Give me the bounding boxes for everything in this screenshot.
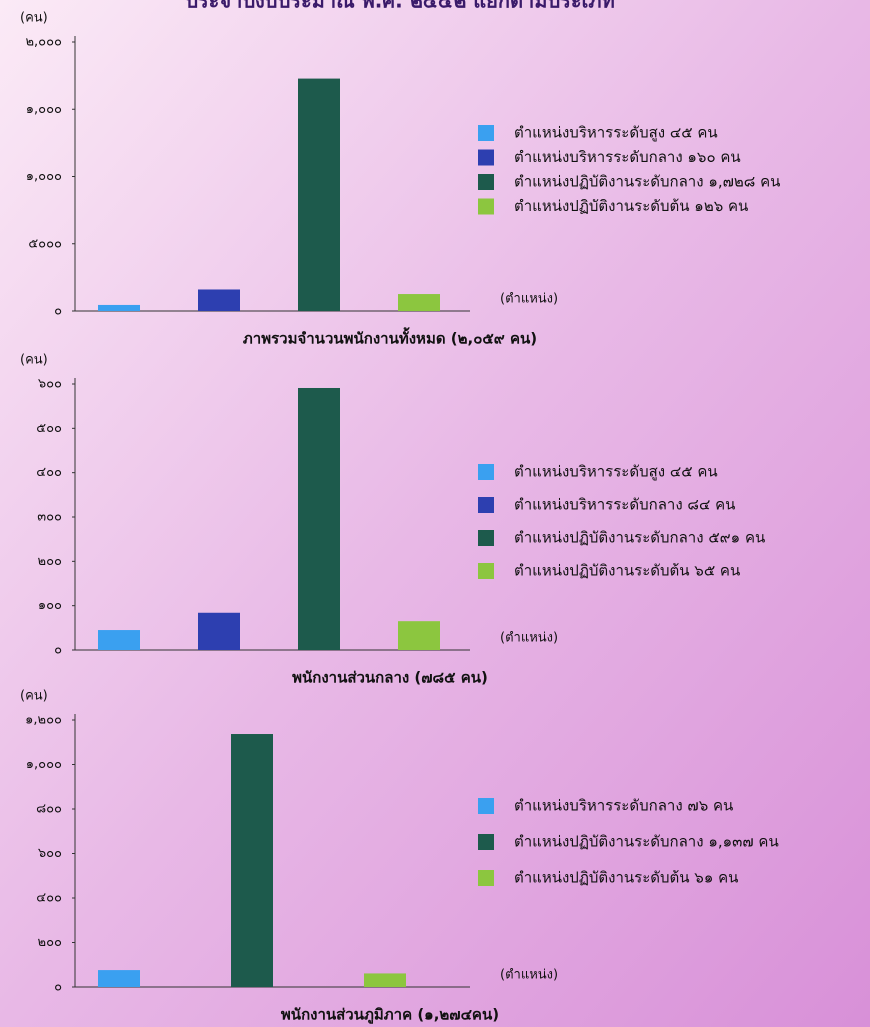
legend-swatch: [478, 125, 494, 141]
y-tick-label: ๓๐๐: [37, 510, 62, 525]
legend-swatch: [478, 870, 494, 886]
legend-swatch: [478, 563, 494, 579]
legend-swatch: [478, 834, 494, 850]
page-title: ประจำปีงบประมาณ พ.ศ. ๒๕๕๒ แยกตามประเภท: [185, 0, 615, 13]
y-tick-label: ๒๐๐: [38, 554, 63, 569]
y-axis-label: (คน): [20, 353, 48, 368]
bar: [231, 734, 273, 987]
bar: [398, 621, 440, 650]
chart-subtitle: ภาพรวมจำนวนพนักงานทั้งหมด (๒,๐๕๙ คน): [243, 327, 537, 348]
legend-swatch: [478, 198, 494, 215]
bar: [298, 78, 340, 311]
y-tick-label: ๕๐๐: [36, 421, 62, 436]
legend-swatch: [478, 174, 494, 190]
legend-label: ตำแหน่งปฏิบัติงานระดับต้น ๑๒๖ คน: [514, 197, 748, 215]
y-tick-label: ๑,๒๐๐: [25, 713, 62, 728]
x-axis-label: (ตำแหน่ง): [500, 292, 558, 307]
legend-swatch: [478, 464, 494, 480]
y-tick-label: ๒๐๐: [38, 935, 63, 950]
y-tick-label: ๑,๐๐๐: [26, 102, 62, 117]
legend-swatch: [478, 798, 494, 814]
y-axis-label: (คน): [20, 11, 48, 26]
legend-label: ตำแหน่งบริหารระดับสูง ๔๕ คน: [514, 463, 718, 481]
legend-swatch: [478, 497, 494, 513]
y-tick-label: ๒,๐๐๐: [25, 35, 62, 50]
legend-swatch: [478, 149, 494, 166]
x-axis-label: (ตำแหน่ง): [500, 631, 558, 646]
y-tick-label: ๔๐๐: [36, 891, 62, 906]
legend-label: ตำแหน่งปฏิบัติงานระดับกลาง ๑,๗๒๘ คน: [514, 173, 780, 191]
bar: [398, 294, 440, 311]
y-tick-label: ๑๐๐: [38, 598, 62, 613]
bar: [298, 387, 340, 650]
y-tick-label: ๔๐๐: [36, 465, 62, 480]
chart-subtitle: พนักงานส่วนภูมิภาค (๑,๒๗๔คน): [281, 1006, 499, 1025]
legend-label: ตำแหน่งบริหารระดับกลาง ๗๖ คน: [514, 797, 733, 815]
legend-label: ตำแหน่งบริหารระดับสูง ๔๕ คน: [514, 124, 718, 142]
bar: [198, 289, 240, 311]
bar: [98, 304, 140, 311]
bar: [364, 973, 406, 987]
y-tick-label: ๖๐๐: [38, 377, 62, 392]
y-axis-label: (คน): [20, 689, 48, 704]
legend-label: ตำแหน่งบริหารระดับกลาง ๘๔ คน: [514, 496, 735, 514]
y-tick-label: ๐: [54, 980, 62, 995]
bar: [98, 630, 140, 650]
bar: [98, 970, 140, 987]
y-tick-label: ๕๐๐๐: [28, 236, 62, 251]
y-tick-label: ๑,๐๐๐: [26, 169, 62, 184]
legend-label: ตำแหน่งปฏิบัติงานระดับต้น ๖๑ คน: [514, 869, 738, 887]
y-tick-label: ๐: [54, 304, 62, 319]
x-axis-label: (ตำแหน่ง): [500, 968, 558, 983]
y-tick-label: ๑,๐๐๐: [26, 757, 62, 772]
bar: [198, 612, 240, 650]
chart-subtitle: พนักงานส่วนกลาง (๗๘๕ คน): [292, 669, 488, 687]
legend-label: ตำแหน่งปฏิบัติงานระดับกลาง ๕๙๑ คน: [514, 529, 765, 547]
legend-swatch: [478, 530, 494, 546]
y-tick-label: ๐: [54, 643, 62, 658]
y-tick-label: ๘๐๐: [36, 802, 62, 817]
legend-label: ตำแหน่งปฏิบัติงานระดับกลาง ๑,๑๓๗ คน: [514, 833, 779, 851]
legend-label: ตำแหน่งบริหารระดับกลาง ๑๖๐ คน: [514, 148, 741, 166]
legend-label: ตำแหน่งปฏิบัติงานระดับต้น ๖๕ คน: [514, 562, 740, 580]
y-tick-label: ๖๐๐: [38, 846, 62, 861]
